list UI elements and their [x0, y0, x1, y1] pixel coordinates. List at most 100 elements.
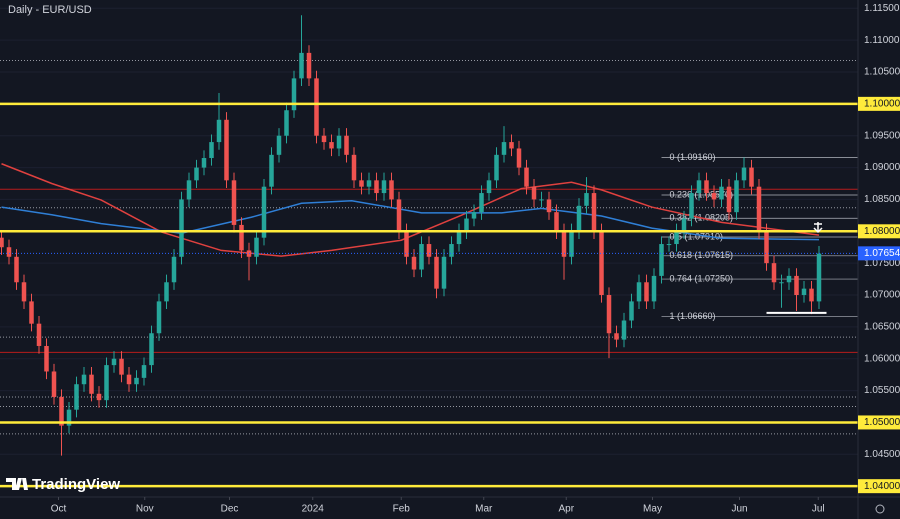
candle-body [779, 282, 784, 284]
candle-body [786, 275, 792, 283]
candle-body [704, 180, 709, 194]
candle-body [711, 193, 717, 200]
candle-body [194, 167, 199, 181]
candle-body [141, 365, 147, 378]
candle-body [51, 371, 57, 397]
candle-body [396, 199, 402, 232]
candle-body [456, 231, 462, 245]
y-tick-label: 1.04000 [864, 481, 900, 492]
candle-body [374, 180, 379, 194]
fib-label: 0.236 (1.08570) [670, 189, 734, 199]
candle-body [14, 256, 19, 283]
y-tick-label: 1.05000 [864, 417, 900, 428]
logo [6, 478, 28, 490]
candle-body [171, 256, 177, 283]
candle-body [539, 199, 544, 201]
y-tick-label: 1.09000 [864, 162, 900, 173]
y-tick-label: 1.10000 [864, 99, 900, 110]
arrow [813, 222, 823, 234]
candle-body [21, 282, 27, 302]
candle-body [44, 345, 49, 372]
candle-body [231, 180, 237, 225]
moving-average [1, 199, 820, 241]
x-tick-label: Apr [558, 504, 574, 515]
candle-body [269, 154, 274, 187]
candle-body [351, 154, 357, 181]
candle-body [224, 119, 229, 181]
y-tick-label: 1.07500 [864, 258, 900, 269]
candle-body [809, 288, 814, 302]
candle-body [516, 148, 522, 168]
x-tick-label: May [643, 504, 662, 515]
candle-body [689, 193, 694, 219]
candle-body [329, 142, 334, 149]
x-tick-label: 2024 [302, 504, 325, 515]
candle-body [479, 193, 484, 213]
candle-body [554, 212, 559, 232]
candle-body [276, 135, 282, 155]
candle-body [74, 384, 79, 410]
candle-body [134, 377, 139, 385]
x-tick-label: Mar [475, 504, 493, 515]
candle-body [816, 253, 822, 302]
candle-body [599, 231, 604, 296]
candle-body [314, 78, 319, 136]
chart-title: Daily - EUR/USD [8, 4, 92, 16]
candle-body [621, 320, 627, 340]
candle-body [666, 244, 672, 246]
candle-body [449, 244, 454, 257]
candle-body [156, 301, 162, 334]
candle-body [419, 244, 424, 270]
candle-body [359, 180, 364, 187]
candle-body [644, 282, 649, 302]
candle-body [531, 186, 537, 200]
candle-body [126, 374, 132, 385]
candle-body [734, 180, 739, 213]
candle-body [291, 78, 297, 111]
candle-body [794, 275, 799, 296]
candle-body [741, 167, 747, 181]
candle-body [216, 119, 222, 143]
key-level-tag [858, 96, 900, 111]
key-level-tag [858, 479, 900, 494]
x-tick-label: Oct [51, 504, 67, 515]
settings-icon[interactable] [875, 504, 885, 514]
candle-body [651, 275, 657, 302]
y-tick-label: 1.04500 [864, 449, 900, 460]
candle-body [584, 193, 589, 206]
candle-body [674, 231, 679, 245]
candle-body [801, 288, 807, 296]
candle-body [464, 218, 469, 232]
key-level-tag [858, 224, 900, 239]
y-tick-label: 1.09500 [864, 130, 900, 141]
candle-body [726, 186, 732, 213]
candle-body [81, 374, 87, 385]
candle-body [6, 247, 12, 257]
candle-body [186, 180, 192, 200]
candle-body [201, 158, 207, 168]
candle-body [119, 358, 124, 375]
candle-body [771, 263, 777, 283]
y-tick-label: 1.07000 [864, 290, 900, 301]
candle-body [494, 154, 499, 181]
candle-body [614, 333, 619, 340]
candle-body [501, 142, 507, 155]
candle-body [209, 142, 214, 159]
candle-body [471, 212, 477, 219]
candle-body [546, 199, 552, 213]
candle-body [366, 180, 372, 187]
candle-body [509, 142, 514, 149]
candle-body [239, 224, 244, 251]
candle-body [66, 409, 72, 426]
fib-label: 0.764 (1.07250) [670, 273, 734, 283]
x-tick-label: Nov [136, 504, 154, 515]
candle-body [756, 186, 762, 232]
y-tick-label: 1.06000 [864, 353, 900, 364]
candle-body [306, 52, 312, 79]
y-tick-label: 1.08000 [864, 226, 900, 237]
candle-body [284, 110, 289, 136]
plot: 0 (1.09160)0.236 (1.08570)0.382 (1.08205… [0, 7, 858, 488]
candle-body [606, 295, 612, 334]
candle-body [96, 393, 102, 401]
